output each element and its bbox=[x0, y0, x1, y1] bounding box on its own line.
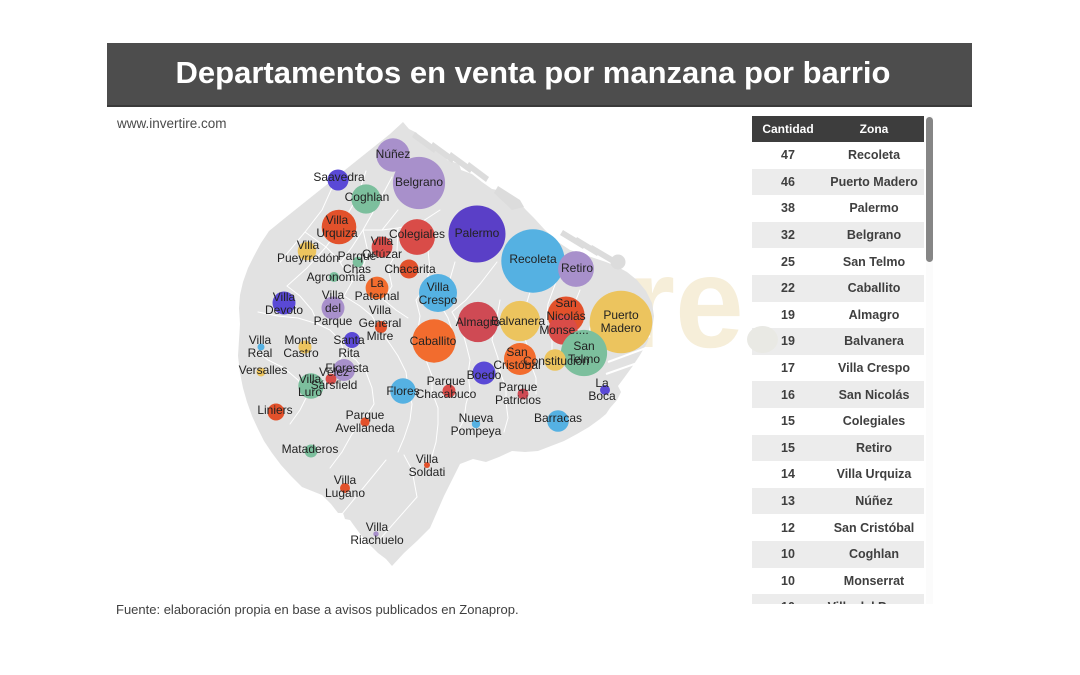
svg-text:Villa: Villa bbox=[326, 213, 349, 227]
svg-text:Nicolás: Nicolás bbox=[546, 309, 585, 323]
svg-text:Mataderos: Mataderos bbox=[282, 442, 339, 456]
svg-text:San: San bbox=[573, 339, 594, 353]
svg-text:Floresta: Floresta bbox=[325, 361, 369, 375]
svg-text:Devoto: Devoto bbox=[265, 303, 303, 317]
svg-text:Saavedra: Saavedra bbox=[313, 170, 365, 184]
svg-text:Patricios: Patricios bbox=[495, 393, 541, 407]
svg-text:Real: Real bbox=[248, 346, 273, 360]
svg-text:Villa: Villa bbox=[297, 238, 320, 252]
svg-text:Recoleta: Recoleta bbox=[509, 252, 557, 266]
svg-text:Pueyrredón: Pueyrredón bbox=[277, 251, 339, 265]
svg-text:Urquiza: Urquiza bbox=[316, 226, 358, 240]
svg-text:Parque: Parque bbox=[499, 380, 538, 394]
svg-text:Villa: Villa bbox=[369, 303, 392, 317]
svg-text:Soldati: Soldati bbox=[409, 465, 446, 479]
svg-text:Nueva: Nueva bbox=[459, 411, 494, 425]
svg-text:Santa: Santa bbox=[333, 333, 365, 347]
svg-text:Parque: Parque bbox=[338, 249, 377, 263]
svg-text:Madero: Madero bbox=[601, 321, 642, 335]
svg-text:Sársfield: Sársfield bbox=[311, 378, 358, 392]
svg-text:Boedo: Boedo bbox=[467, 368, 502, 382]
svg-text:Parque: Parque bbox=[314, 314, 353, 328]
svg-text:Chas: Chas bbox=[343, 262, 371, 276]
svg-text:Villa: Villa bbox=[299, 372, 322, 386]
svg-text:Telmo: Telmo bbox=[568, 352, 600, 366]
svg-text:Villa: Villa bbox=[371, 234, 394, 248]
svg-text:Paternal: Paternal bbox=[355, 289, 400, 303]
svg-text:Crespo: Crespo bbox=[419, 293, 458, 307]
svg-text:Cristóbal: Cristóbal bbox=[493, 358, 540, 372]
svg-text:Mitre: Mitre bbox=[367, 329, 394, 343]
svg-text:Pompeya: Pompeya bbox=[451, 424, 502, 438]
svg-text:Villa: Villa bbox=[273, 290, 296, 304]
svg-text:Monse....: Monse.... bbox=[539, 323, 588, 337]
svg-text:Versalles: Versalles bbox=[239, 363, 288, 377]
svg-text:Castro: Castro bbox=[283, 346, 319, 360]
svg-text:Lugano: Lugano bbox=[325, 486, 365, 500]
svg-text:Villa: Villa bbox=[427, 280, 450, 294]
svg-text:Retiro: Retiro bbox=[561, 261, 593, 275]
svg-text:Flores: Flores bbox=[386, 384, 419, 398]
svg-text:Boca: Boca bbox=[588, 389, 616, 403]
svg-text:Ortúzar: Ortúzar bbox=[362, 247, 402, 261]
svg-text:Caballito: Caballito bbox=[410, 334, 457, 348]
svg-text:Villa: Villa bbox=[322, 288, 345, 302]
svg-text:Liniers: Liniers bbox=[257, 403, 292, 417]
svg-text:Colegiales: Colegiales bbox=[389, 227, 445, 241]
svg-text:La: La bbox=[595, 376, 609, 390]
svg-text:Luro: Luro bbox=[298, 385, 322, 399]
svg-text:Villa: Villa bbox=[334, 473, 357, 487]
svg-text:Parque: Parque bbox=[346, 408, 385, 422]
svg-text:Puerto: Puerto bbox=[603, 308, 639, 322]
svg-text:Avellaneda: Avellaneda bbox=[335, 421, 394, 435]
svg-text:Rita: Rita bbox=[338, 346, 360, 360]
svg-text:Coghlan: Coghlan bbox=[345, 190, 390, 204]
svg-text:Belgrano: Belgrano bbox=[395, 175, 443, 189]
svg-text:Núñez: Núñez bbox=[376, 147, 411, 161]
svg-text:San: San bbox=[555, 296, 576, 310]
svg-text:San: San bbox=[506, 345, 527, 359]
svg-text:Chacarita: Chacarita bbox=[384, 262, 436, 276]
svg-text:Vélez: Vélez bbox=[319, 365, 349, 379]
svg-text:Chacabuco: Chacabuco bbox=[416, 387, 477, 401]
svg-text:Parque: Parque bbox=[427, 374, 466, 388]
svg-text:del: del bbox=[325, 301, 341, 315]
svg-text:Agronomía: Agronomía bbox=[307, 270, 366, 284]
svg-text:Riachuelo: Riachuelo bbox=[350, 533, 404, 547]
svg-text:Villa: Villa bbox=[416, 452, 439, 466]
svg-text:Palermo: Palermo bbox=[455, 226, 500, 240]
svg-text:Villa: Villa bbox=[249, 333, 272, 347]
svg-text:Villa: Villa bbox=[366, 520, 389, 534]
svg-text:Balvanera: Balvanera bbox=[491, 314, 545, 328]
svg-text:General: General bbox=[359, 316, 402, 330]
svg-text:Almagro: Almagro bbox=[456, 315, 501, 329]
svg-text:La: La bbox=[370, 276, 384, 290]
svg-text:Constitución: Constitución bbox=[523, 354, 589, 368]
svg-text:Monte: Monte bbox=[284, 333, 318, 347]
svg-text:Barracas: Barracas bbox=[534, 411, 582, 425]
